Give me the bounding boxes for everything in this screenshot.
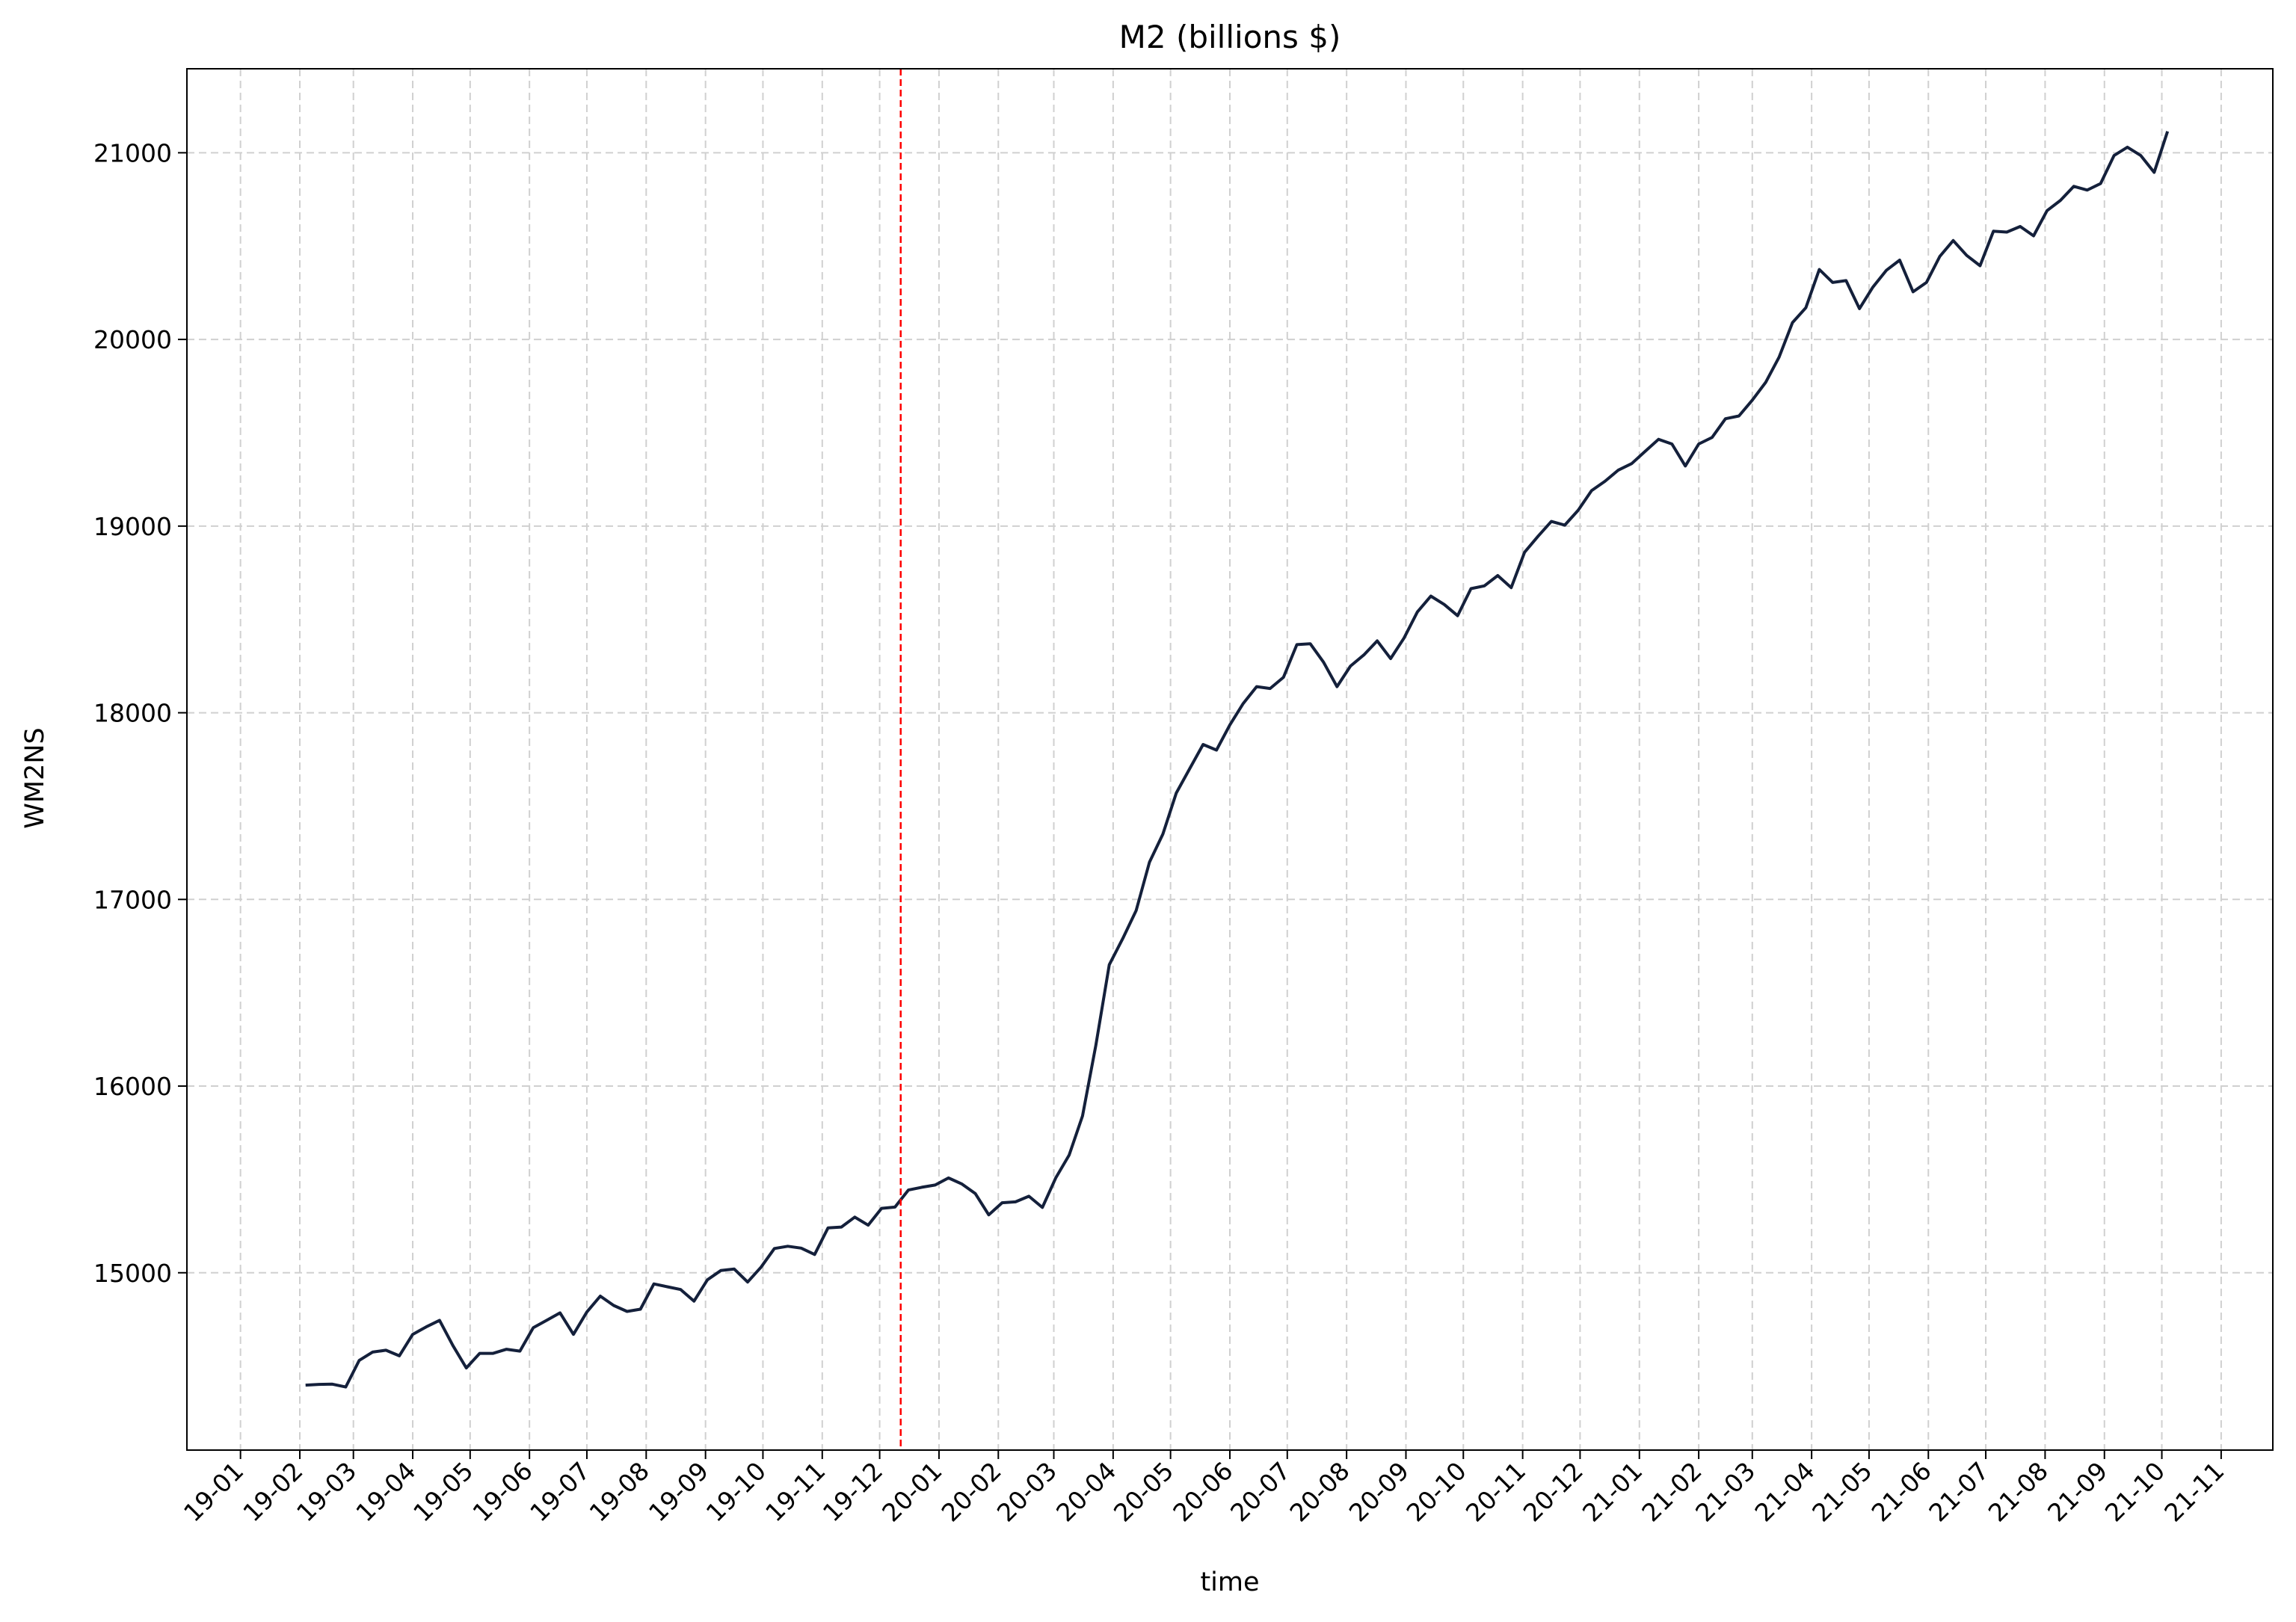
y-axis-label: WM2NS [20, 727, 50, 828]
series-line [305, 131, 2170, 1389]
y-tick-label: 19000 [93, 512, 172, 541]
series-layer [305, 69, 2170, 1450]
y-tick-label: 20000 [93, 325, 172, 354]
gridlines [187, 69, 2273, 1450]
y-tick-label: 18000 [93, 699, 172, 728]
y-tick-label: 21000 [93, 138, 172, 167]
y-tick-label: 17000 [93, 885, 172, 914]
y-tick-label: 16000 [93, 1072, 172, 1101]
y-tick-label: 15000 [93, 1259, 172, 1288]
x-axis-label: time [1200, 1567, 1259, 1597]
chart-title: M2 (billions $) [1119, 19, 1341, 55]
